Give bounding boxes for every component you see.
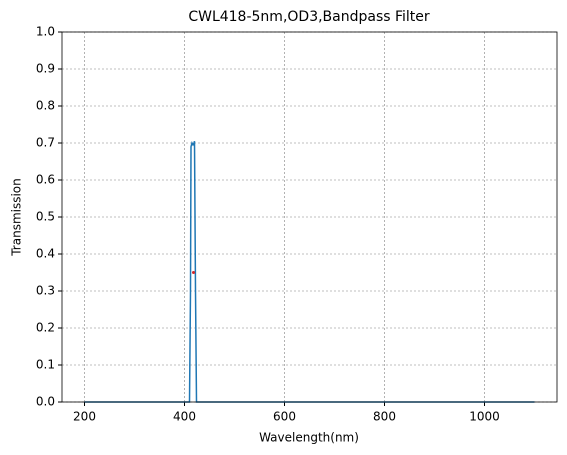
chart-title: CWL418-5nm,OD3,Bandpass Filter bbox=[188, 9, 430, 25]
y-tick-label: 1.0 bbox=[36, 25, 55, 39]
y-tick-label: 0.6 bbox=[36, 173, 55, 187]
line bbox=[84, 140, 535, 403]
marker bbox=[192, 271, 195, 274]
x-tick-label: 600 bbox=[273, 410, 296, 424]
y-tick-label: 0.2 bbox=[36, 321, 55, 335]
y-axis-label: Transmission bbox=[10, 178, 24, 257]
y-tick-label: 0.1 bbox=[36, 358, 55, 372]
y-tick-label: 0.3 bbox=[36, 284, 55, 298]
x-tick-label: 800 bbox=[373, 410, 396, 424]
y-tick-label: 0.4 bbox=[36, 247, 55, 261]
y-tick-label: 0.8 bbox=[36, 99, 55, 113]
y-tick-label: 0.9 bbox=[36, 62, 55, 76]
plot-frame bbox=[61, 31, 558, 403]
x-axis-label: Wavelength(nm) bbox=[259, 431, 359, 445]
y-tick-label: 0.7 bbox=[36, 136, 55, 150]
y-tick-label: 0.5 bbox=[36, 210, 55, 224]
y-tick-label: 0.0 bbox=[36, 395, 55, 409]
x-tick-label: 200 bbox=[73, 410, 96, 424]
x-tick-label: 400 bbox=[173, 410, 196, 424]
x-tick-label: 1000 bbox=[469, 410, 500, 424]
